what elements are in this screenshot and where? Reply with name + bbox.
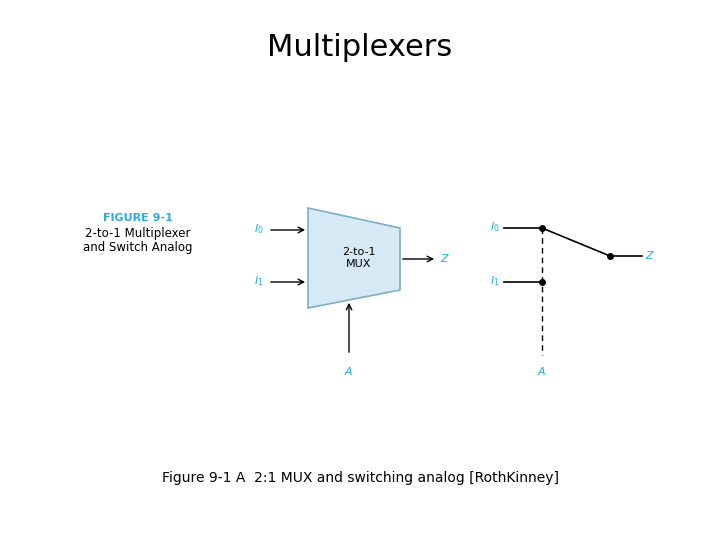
- Text: 2-to-1 Multiplexer: 2-to-1 Multiplexer: [85, 226, 191, 240]
- Text: $I_1$: $I_1$: [490, 274, 500, 288]
- Text: $I_0$: $I_0$: [254, 222, 264, 236]
- Text: FIGURE 9-1: FIGURE 9-1: [103, 213, 173, 223]
- Text: $I_1$: $I_1$: [254, 274, 264, 288]
- Text: Figure 9-1 A  2:1 MUX and switching analog [RothKinney]: Figure 9-1 A 2:1 MUX and switching analo…: [161, 471, 559, 485]
- Text: $A$: $A$: [344, 365, 354, 377]
- Text: $I_0$: $I_0$: [490, 220, 500, 234]
- Polygon shape: [308, 208, 400, 308]
- Text: Multiplexers: Multiplexers: [267, 33, 453, 63]
- Text: 2-to-1
MUX: 2-to-1 MUX: [342, 247, 376, 269]
- Text: $Z$: $Z$: [645, 249, 655, 261]
- Text: and Switch Analog: and Switch Analog: [84, 240, 193, 253]
- Text: $A$: $A$: [537, 365, 546, 377]
- Text: $Z$: $Z$: [440, 252, 450, 264]
